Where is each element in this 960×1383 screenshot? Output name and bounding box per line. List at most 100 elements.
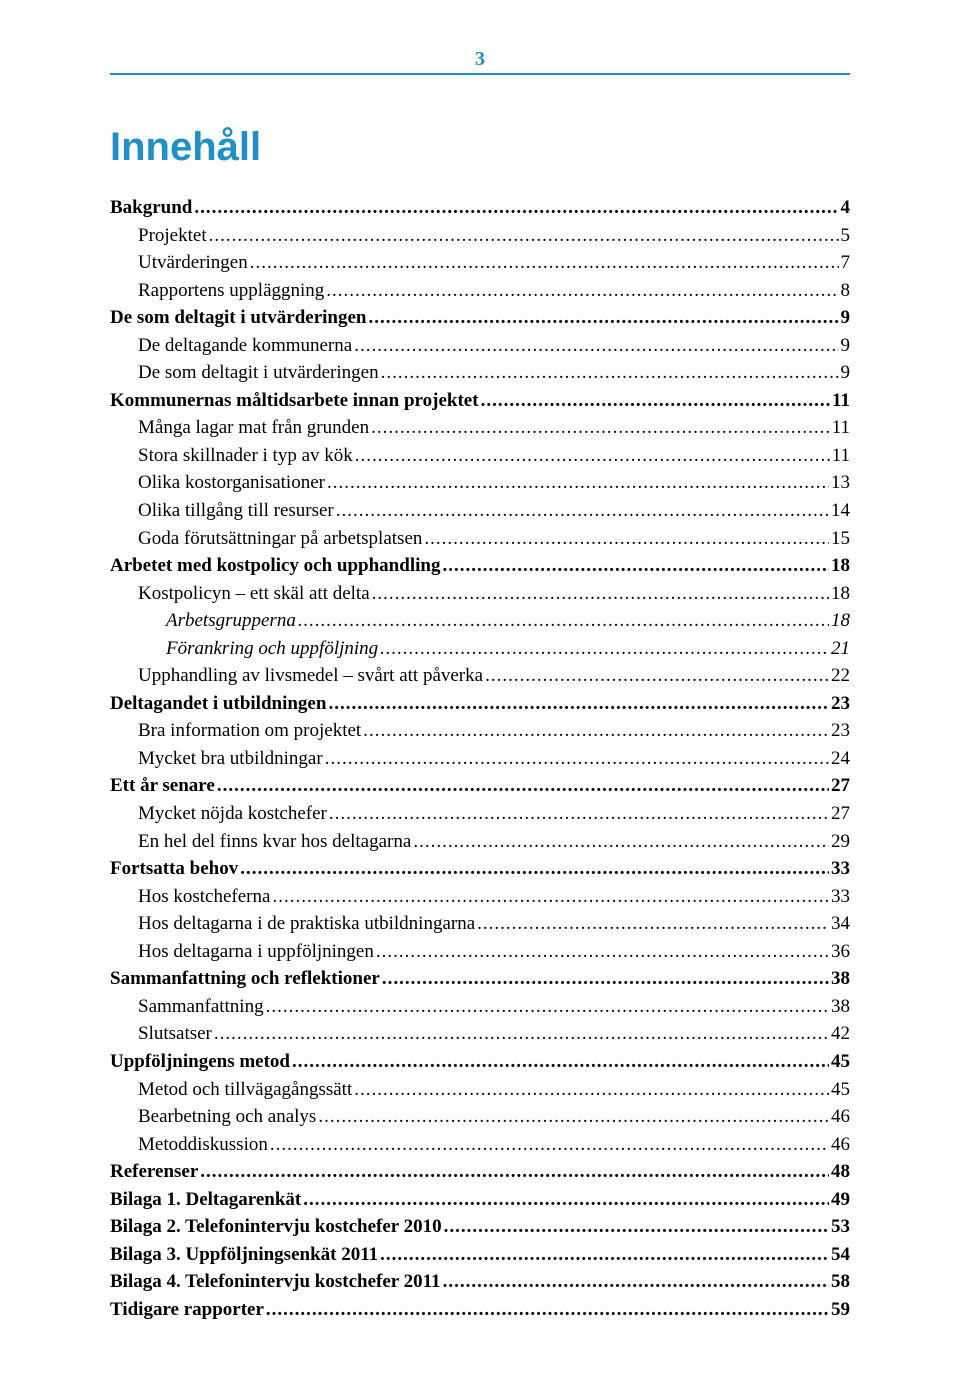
toc-entry-label: Ett år senare — [110, 772, 215, 800]
toc-entry-label: De deltagande kommunerna — [138, 332, 352, 360]
toc-leader — [214, 1020, 829, 1048]
toc-entry-label: Slutsatser — [138, 1020, 212, 1048]
toc-entry-page: 13 — [831, 469, 850, 497]
toc-leader — [381, 359, 839, 387]
toc-entry-page: 9 — [841, 304, 851, 332]
toc-entry-label: En hel del finns kvar hos deltagarna — [138, 828, 411, 856]
toc-entry-page: 54 — [831, 1241, 850, 1269]
toc-leader — [376, 938, 829, 966]
toc-entry: Kostpolicyn – ett skäl att delta18 — [110, 580, 850, 608]
toc-entry-label: Mycket nöjda kostchefer — [138, 800, 327, 828]
toc-entry: Referenser 48 — [110, 1158, 850, 1186]
toc-leader — [444, 1213, 829, 1241]
toc-leader — [443, 1268, 829, 1296]
page-number: 3 — [475, 48, 485, 73]
toc-entry: Mycket nöjda kostchefer27 — [110, 800, 850, 828]
toc-entry-label: Stora skillnader i typ av kök — [138, 442, 353, 470]
toc-entry-page: 45 — [831, 1076, 850, 1104]
toc-entry-label: Upphandling av livsmedel – svårt att påv… — [138, 662, 483, 690]
toc-leader — [200, 1158, 829, 1186]
toc-entry-label: Hos deltagarna i de praktiska utbildning… — [138, 910, 475, 938]
toc-leader — [272, 883, 829, 911]
toc-entry-page: 7 — [841, 249, 851, 277]
toc-entry: Olika tillgång till resurser 14 — [110, 497, 850, 525]
toc-leader — [270, 1131, 829, 1159]
toc-leader — [326, 277, 838, 305]
toc-entry-page: 46 — [831, 1131, 850, 1159]
toc-entry: Bilaga 3. Uppföljningsenkät 201154 — [110, 1241, 850, 1269]
toc-entry-label: Fortsatta behov — [110, 855, 238, 883]
toc-entry: Olika kostorganisationer 13 — [110, 469, 850, 497]
toc-entry-label: Rapportens uppläggning — [138, 277, 324, 305]
toc-entry-label: De som deltagit i utvärderingen — [110, 304, 366, 332]
toc-entry: Arbetsgrupperna18 — [110, 607, 850, 635]
toc-leader — [481, 387, 830, 415]
toc-leader — [372, 580, 829, 608]
toc-leader — [354, 332, 838, 360]
toc-entry-label: Olika kostorganisationer — [138, 469, 325, 497]
toc-entry-page: 49 — [831, 1186, 850, 1214]
document-page: 3 Innehåll Bakgrund4Projektet5Utvärderin… — [0, 0, 960, 1383]
toc-entry-label: Sammanfattning — [138, 993, 264, 1021]
toc-entry-label: Hos kostcheferna — [138, 883, 270, 911]
toc-entry-label: Metod och tillvägagångssätt — [138, 1076, 352, 1104]
toc-entry-page: 34 — [831, 910, 850, 938]
toc-leader — [266, 993, 829, 1021]
toc-entry: Sammanfattning och reflektioner38 — [110, 965, 850, 993]
toc-entry-label: Bilaga 1. Deltagarenkät — [110, 1186, 301, 1214]
toc-entry-label: Goda förutsättningar på arbetsplatsen — [138, 525, 422, 553]
toc-entry: Goda förutsättningar på arbetsplatsen 15 — [110, 525, 850, 553]
toc-entry: Kommunernas måltidsarbete innan projekte… — [110, 387, 850, 415]
toc-entry: Uppföljningens metod45 — [110, 1048, 850, 1076]
toc-entry: Upphandling av livsmedel – svårt att påv… — [110, 662, 850, 690]
toc-entry-label: Referenser — [110, 1158, 198, 1186]
toc-leader — [477, 910, 829, 938]
toc-entry-page: 15 — [831, 525, 850, 553]
toc-entry-page: 24 — [831, 745, 850, 773]
toc-entry: Projektet5 — [110, 222, 850, 250]
toc-leader — [318, 1103, 829, 1131]
toc-entry: Bilaga 4. Telefonintervju kostchefer 201… — [110, 1268, 850, 1296]
toc-leader — [442, 552, 829, 580]
toc-leader — [329, 800, 829, 828]
toc-entry-page: 18 — [831, 580, 850, 608]
toc-entry: Hos deltagarna i uppföljningen36 — [110, 938, 850, 966]
toc-entry-label: Många lagar mat från grunden — [138, 414, 369, 442]
toc-entry: Rapportens uppläggning 8 — [110, 277, 850, 305]
toc-leader — [328, 690, 829, 718]
toc-entry: Många lagar mat från grunden 11 — [110, 414, 850, 442]
toc-entry: En hel del finns kvar hos deltagarna29 — [110, 828, 850, 856]
toc-entry-page: 36 — [831, 938, 850, 966]
toc-leader — [298, 607, 829, 635]
toc-entry-page: 21 — [831, 635, 850, 663]
toc-entry: Bakgrund4 — [110, 194, 850, 222]
toc-entry-page: 11 — [832, 442, 850, 470]
toc-entry-label: Olika tillgång till resurser — [138, 497, 334, 525]
toc-leader — [325, 745, 829, 773]
toc-entry-page: 33 — [831, 883, 850, 911]
toc-entry-label: Arbetet med kostpolicy och upphandling — [110, 552, 440, 580]
toc-entry-page: 14 — [831, 497, 850, 525]
toc-entry: De som deltagit i utvärderingen 9 — [110, 304, 850, 332]
toc-entry: Stora skillnader i typ av kök 11 — [110, 442, 850, 470]
toc-leader — [250, 249, 839, 277]
toc-entry: Bilaga 1. Deltagarenkät 49 — [110, 1186, 850, 1214]
toc-leader — [303, 1186, 829, 1214]
toc-leader — [354, 1076, 829, 1104]
toc-entry: De som deltagit i utvärderingen9 — [110, 359, 850, 387]
toc-entry-page: 8 — [841, 277, 851, 305]
toc-entry-page: 38 — [831, 993, 850, 1021]
toc-entry-page: 48 — [831, 1158, 850, 1186]
toc-entry-page: 27 — [831, 772, 850, 800]
toc-entry-label: Utvärderingen — [138, 249, 248, 277]
toc-entry-label: Uppföljningens metod — [110, 1048, 290, 1076]
toc-leader — [194, 194, 838, 222]
toc-entry: Hos deltagarna i de praktiska utbildning… — [110, 910, 850, 938]
toc-entry: Förankring och uppföljning21 — [110, 635, 850, 663]
toc-leader — [327, 469, 829, 497]
toc-entry-page: 42 — [831, 1020, 850, 1048]
toc-entry-page: 18 — [831, 607, 850, 635]
toc-entry: De deltagande kommunerna9 — [110, 332, 850, 360]
toc-entry-page: 11 — [832, 414, 850, 442]
toc-entry: Bra information om projektet23 — [110, 717, 850, 745]
